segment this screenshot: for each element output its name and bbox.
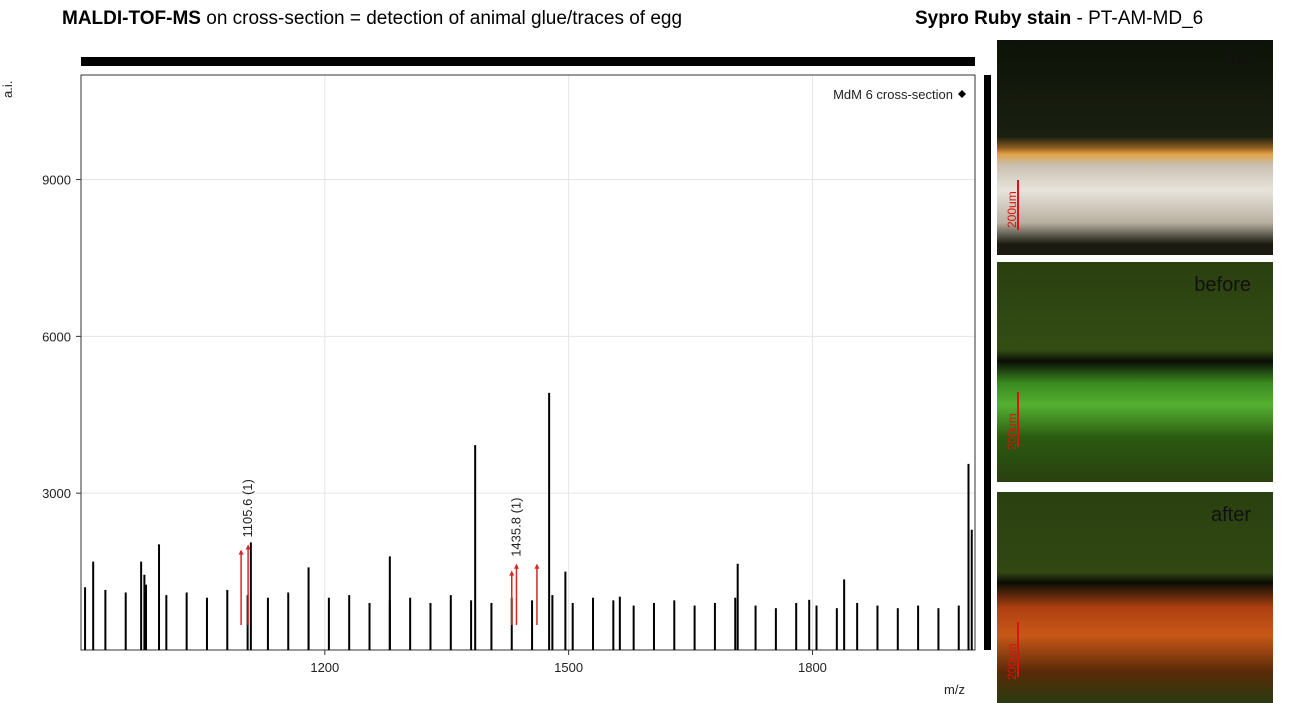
plot-frame	[80, 74, 976, 651]
title-bold: MALDI-TOF-MS	[62, 8, 201, 29]
peak-marker	[509, 570, 515, 576]
x-axis-label: m/z	[944, 682, 965, 697]
y-tick-label: 9000	[42, 173, 71, 188]
peak-marker	[513, 563, 519, 569]
x-tick-label: 1800	[798, 660, 827, 675]
title-rest: on cross-section = detection of animal g…	[200, 8, 683, 29]
peak-annotation: 1105.6 (1)	[240, 479, 255, 537]
photo-after: after 200um	[997, 492, 1273, 703]
photo-label: vis	[1226, 48, 1251, 70]
photo-label: before	[1194, 274, 1251, 296]
scale-bar	[1017, 392, 1019, 447]
peak-annotation: 1435.8 (1)	[508, 498, 523, 557]
left-title: MALDI-TOF-MS on cross-section = detectio…	[62, 8, 682, 30]
scale-label: 200um	[1005, 191, 1019, 228]
y-axis-label: a.i.	[0, 81, 15, 98]
chart: a.i. m/z 1200 1500 1800 3000 6000 9000 1105.6 …	[0, 57, 991, 697]
y-tick-label: 6000	[42, 329, 71, 344]
x-tick-label: 1200	[310, 660, 339, 675]
right-title: Sypro Ruby stain - PT-AM-MD_6	[915, 8, 1203, 30]
legend-label: MdM 6 cross-section	[833, 87, 953, 102]
y-tick-label: 3000	[42, 486, 71, 501]
photo-before: before 200um	[997, 262, 1273, 482]
top-bar	[81, 57, 975, 66]
scale-label: 200um	[1005, 413, 1019, 450]
photo-label: after	[1210, 504, 1251, 526]
peak-marker	[245, 544, 251, 550]
title-rest: - PT-AM-MD_6	[1071, 8, 1204, 29]
legend-marker	[958, 90, 966, 98]
peak-marker	[534, 563, 540, 569]
side-bar	[984, 75, 991, 650]
peak-marker	[238, 549, 244, 555]
scale-bar	[1017, 180, 1019, 230]
x-tick-label: 1500	[554, 660, 583, 675]
scale-bar	[1017, 622, 1019, 677]
scale-label: 200um	[1005, 643, 1019, 680]
title-bold: Sypro Ruby stain	[915, 8, 1072, 29]
photo-vis: vis 200um	[997, 40, 1273, 255]
